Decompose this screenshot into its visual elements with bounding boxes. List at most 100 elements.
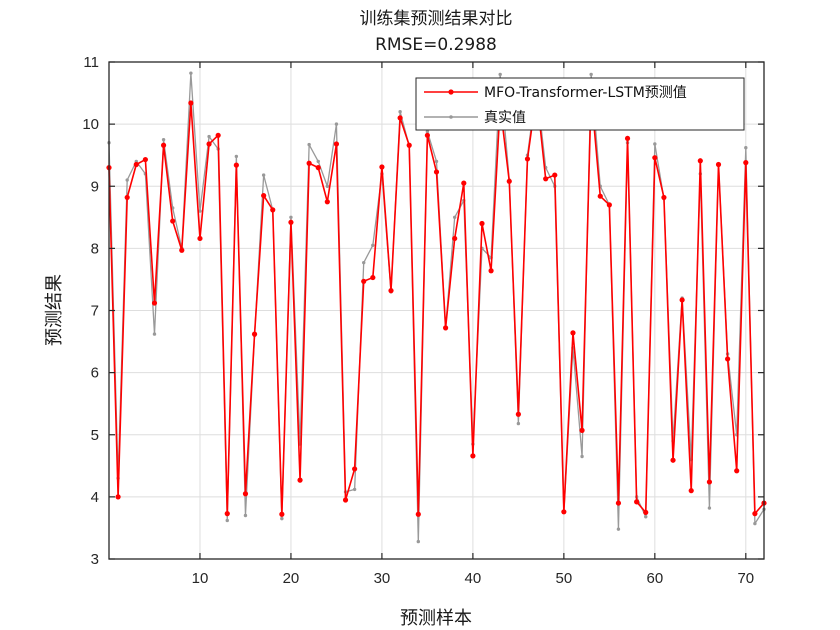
series-1-point: [234, 154, 239, 159]
series-0-point: [406, 142, 412, 148]
series-1-point: [325, 184, 330, 188]
watermark-site: CSDN @机器学习之心: [664, 608, 786, 623]
series-1-point: [416, 539, 421, 544]
series-0-point: [688, 488, 694, 494]
series-0-point: [397, 115, 403, 121]
series-0-point: [242, 491, 249, 497]
series-1-point: [243, 513, 248, 518]
series-1-point: [753, 521, 757, 526]
x-tick-label: 50: [556, 570, 573, 587]
series-layer: [106, 71, 767, 544]
series-0-point: [597, 193, 603, 199]
series-0-point: [452, 235, 458, 242]
series-0-point: [251, 331, 258, 337]
x-tick-label: 20: [283, 570, 300, 587]
series-0-point: [297, 477, 303, 483]
series-0-point: [160, 142, 167, 148]
series-1-point: [189, 71, 193, 75]
series-0-point: [561, 509, 567, 515]
y-tick-label: 9: [91, 178, 99, 195]
series-0-point: [433, 169, 440, 175]
series-0-point: [506, 178, 512, 184]
series-0-point: [679, 297, 685, 303]
series-1-point: [580, 454, 584, 459]
series-0-point: [652, 155, 658, 161]
series-0-point: [552, 172, 558, 178]
series-1-point: [307, 142, 311, 147]
series-0-point: [151, 300, 158, 306]
series-0-point: [352, 466, 358, 472]
series-1-point: [362, 260, 366, 265]
series-0-point: [233, 162, 239, 168]
series-1-point: [589, 72, 593, 77]
series-1-point: [280, 516, 284, 521]
x-tick-label: 70: [737, 570, 754, 587]
y-tick-label: 11: [83, 54, 99, 71]
series-0-point: [715, 161, 722, 168]
series-0-point: [415, 511, 421, 517]
series-0-point: [179, 247, 185, 253]
series-1-point: [425, 129, 430, 134]
series-1-point: [616, 527, 621, 531]
series-1-point: [653, 142, 657, 146]
chart-title: 训练集预测结果对比: [360, 9, 513, 29]
series-0-point: [579, 427, 585, 433]
series-0-point: [361, 278, 367, 284]
series-1-point: [334, 122, 339, 126]
series-1-point: [398, 110, 402, 114]
y-tick-label: 7: [91, 303, 99, 320]
series-0-point: [624, 135, 631, 142]
series-0-point: [197, 235, 203, 242]
x-tick-label: 30: [374, 570, 391, 587]
watermark: 公众号 · 机器学习之心HML CSDN @机器学习之心: [500, 586, 786, 623]
series-1-point: [434, 159, 439, 164]
series-1-point: [452, 215, 457, 220]
series-1-point: [707, 506, 712, 510]
series-0-point: [261, 192, 267, 199]
series-0-point: [643, 509, 649, 516]
series-0-point: [515, 411, 521, 417]
series-0-point: [543, 176, 549, 182]
x-tick-label: 10: [192, 570, 209, 587]
series-0-point: [752, 511, 758, 517]
series-0-point: [124, 194, 130, 201]
series-0-point: [115, 494, 121, 500]
series-0-point: [734, 468, 740, 474]
series-0-point: [479, 220, 485, 227]
series-1-point: [198, 209, 202, 213]
series-0-point: [670, 457, 676, 463]
series-0-point: [388, 288, 394, 294]
series-0-point: [615, 500, 622, 506]
legend: MFO-Transformer-LSTM预测值 真实值: [415, 77, 745, 131]
wechat-icon: [500, 586, 518, 604]
series-1-point: [207, 134, 211, 139]
series-0-point: [370, 274, 376, 281]
series-1-point: [225, 518, 229, 523]
series-0-point: [634, 499, 640, 505]
series-1-point: [371, 243, 375, 247]
series-0-point: [697, 158, 703, 164]
series-0-point: [142, 156, 148, 163]
ticks: 10 20 30 40 50 60 70 3 4 5 6 7 8 9 10 11: [82, 54, 764, 587]
series-0-point: [443, 325, 449, 331]
series-0-point: [488, 268, 494, 274]
legend-box: [415, 77, 745, 131]
series-1-point: [261, 173, 266, 177]
series-0-point: [743, 160, 749, 166]
series-0-point: [133, 161, 139, 168]
y-tick-label: 8: [91, 240, 99, 257]
x-tick-label: 40: [465, 570, 482, 587]
y-tick-label: 6: [91, 365, 99, 382]
series-0-point: [206, 141, 212, 147]
series-0-point: [215, 132, 221, 138]
series-0-point: [333, 141, 340, 147]
series-0-point: [470, 453, 476, 459]
series-0-point: [725, 356, 731, 362]
series-0-point: [606, 202, 612, 208]
series-0-point: [224, 511, 230, 517]
x-axis-label: 预测样本: [400, 608, 472, 629]
series-1-point: [161, 137, 166, 142]
y-tick-label: 3: [91, 551, 99, 568]
legend-label-predicted: MFO-Transformer-LSTM预测值: [484, 85, 687, 101]
series-0-point: [170, 218, 176, 224]
